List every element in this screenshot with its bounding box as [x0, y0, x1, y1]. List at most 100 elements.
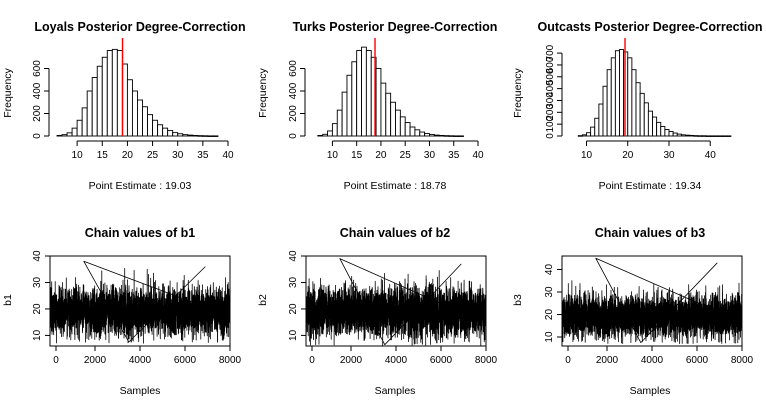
y-tick-label: 600 [32, 60, 43, 77]
y-tick-label: 100 [545, 115, 556, 132]
histogram-bar [409, 126, 416, 137]
histogram-bar [375, 68, 382, 137]
histogram-bar [341, 91, 348, 137]
x-tick-label: 2000 [340, 355, 363, 366]
histogram-bar [672, 132, 678, 137]
histogram-bar [317, 134, 324, 137]
panel-outcasts-histogram: Outcasts Posterior Degree-Correction Fre… [512, 20, 763, 192]
y-tick-label: 0 [32, 133, 43, 139]
y-axis-label: b2 [257, 294, 269, 306]
histogram-bar [598, 103, 604, 137]
axes: 0 2000 4000 6000 8000 10 20 30 40 [544, 255, 754, 366]
y-tick-label: 0 [545, 133, 556, 139]
histogram-bar [202, 135, 209, 137]
histogram-bar [643, 102, 649, 137]
histogram-bar [726, 135, 732, 137]
y-tick-label: 200 [288, 105, 299, 122]
histogram-bar [697, 135, 703, 137]
x-tick-label: 6000 [174, 355, 197, 366]
histogram-bar [111, 48, 118, 137]
histogram-bar [685, 134, 691, 137]
histogram-bar [577, 135, 583, 137]
x-tick-label: 20 [622, 150, 634, 161]
x-tick-label: 0 [309, 355, 315, 366]
y-tick-label: 400 [288, 82, 299, 99]
panel-trace-b3: Chain values of b3 b3 Samples 0 2000 4000 6… [512, 226, 754, 397]
y-axis-label: Frequency [257, 67, 269, 117]
y-tick-label: 200 [32, 105, 43, 122]
axes: 0 2000 4000 6000 8000 10 20 30 40 [288, 250, 498, 366]
panel-title: Turks Posterior Degree-Correction [293, 20, 498, 34]
x-tick-label: 35 [448, 150, 460, 161]
histogram-bar [361, 46, 367, 137]
y-tick-label: 300 [545, 92, 556, 109]
histogram-bar [586, 132, 592, 137]
x-tick-label: 6000 [430, 355, 453, 366]
histogram-bar [61, 134, 68, 137]
histogram-bar [606, 69, 612, 137]
histogram-bar [96, 65, 103, 137]
histogram-bar [212, 135, 219, 137]
y-tick-label: 10 [544, 331, 555, 343]
histogram-bars [56, 38, 219, 137]
histogram-bar [689, 134, 695, 137]
axes: 0 2000 4000 6000 8000 10 20 30 40 [32, 250, 242, 366]
x-axis-label: Point Estimate : 19.03 [89, 180, 192, 192]
histogram-bar [631, 69, 637, 137]
histogram-bar [429, 133, 435, 137]
histogram-bar [116, 50, 123, 137]
x-axis-label: Samples [375, 385, 416, 397]
histogram-bar [395, 109, 401, 137]
y-tick-label: 20 [288, 303, 299, 315]
histogram-bar [453, 135, 460, 137]
histogram-bar [336, 109, 343, 137]
histogram-bar [652, 116, 658, 137]
histogram-bar [390, 101, 396, 137]
histogram-bar [676, 133, 682, 137]
histogram-bar [86, 90, 93, 137]
histogram-bar [152, 119, 159, 137]
histogram-bar [458, 135, 464, 137]
histogram-bar [438, 134, 445, 137]
histogram-bar [187, 134, 194, 137]
histogram-bar [664, 129, 670, 137]
histogram-bar [656, 121, 662, 137]
histogram-bar [414, 129, 421, 137]
y-axis-label: b3 [512, 294, 524, 306]
histogram-bar [610, 57, 616, 137]
histogram-bar [419, 131, 426, 137]
panel-title: Loyals Posterior Degree-Correction [34, 20, 245, 34]
histogram-bar [71, 127, 78, 137]
histogram-bar [693, 135, 699, 137]
histogram-bar [718, 135, 724, 137]
x-axis-label: Samples [120, 385, 161, 397]
histogram-bar [172, 132, 179, 137]
histogram-bar [81, 107, 88, 137]
y-axis-label: Frequency [512, 67, 524, 117]
x-tick-label: 8000 [475, 355, 498, 366]
histogram-bar [448, 135, 455, 137]
y-tick-label: 40 [288, 250, 299, 262]
histogram-bar [709, 135, 715, 137]
trace-line [49, 260, 231, 344]
histogram-bar [635, 82, 641, 137]
x-tick-label: 25 [147, 150, 159, 161]
trace-line-group [561, 257, 743, 345]
x-axis-label: Samples [630, 385, 671, 397]
histogram-bar [404, 122, 411, 137]
histogram-bar [351, 61, 358, 137]
x-tick-label: 0 [53, 355, 59, 366]
histogram-bar [713, 135, 719, 137]
histogram-bar [197, 135, 204, 137]
x-tick-label: 4000 [385, 355, 408, 366]
panel-trace-b1: Chain values of b1 b1 Samples 0 2000 4000 6… [2, 226, 242, 397]
x-tick-label: 10 [327, 150, 339, 161]
histogram-bar [147, 114, 154, 137]
histogram-bar [399, 116, 406, 137]
histogram-bar [365, 50, 372, 137]
histogram-bar [701, 135, 707, 137]
histogram-bar [385, 92, 392, 137]
histogram-bar [56, 134, 63, 137]
